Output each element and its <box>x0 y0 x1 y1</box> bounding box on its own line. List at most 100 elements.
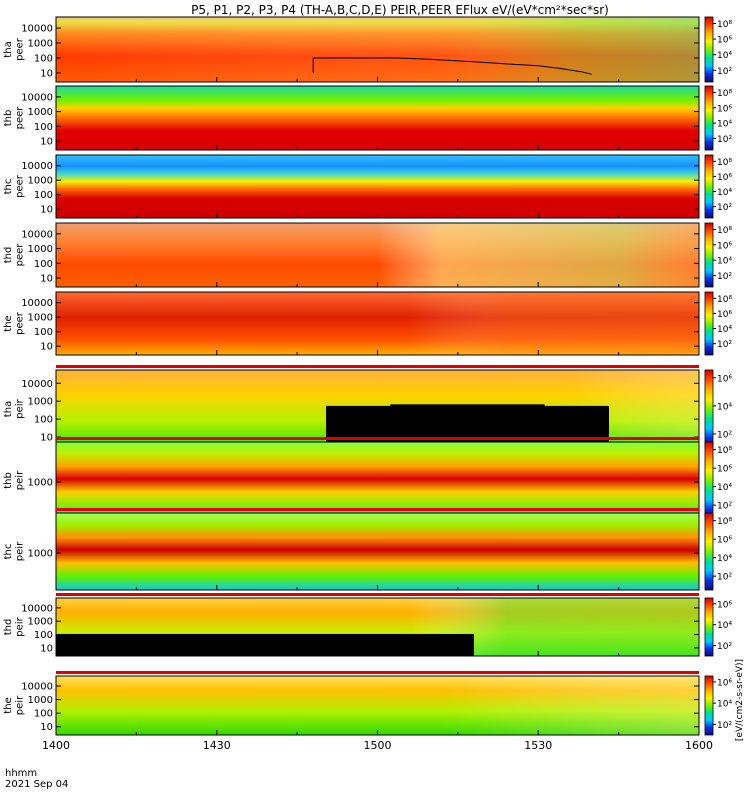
panel-ylabel: thcpeer <box>3 174 26 198</box>
panel-tha-peir: thapeir 10 100 1000 10000 10² 10⁴ 10⁶ <box>3 365 732 449</box>
ytick-label: 100 <box>34 122 53 133</box>
colorbar-tick-label: 10² <box>717 340 732 350</box>
colorbar <box>704 369 714 449</box>
ytick-label: 1000 <box>28 549 53 560</box>
colorbar-tick-label: 10² <box>717 203 732 213</box>
ylabel-line: peir <box>15 616 26 636</box>
ytick-label: 1000 <box>28 397 53 408</box>
ytick-label: 10000 <box>21 298 53 309</box>
colorbar-tick-label: 10⁸ <box>717 158 732 168</box>
panel-thb-peer: thbpeer 10 100 1000 10000 10² 10⁴ 10⁶ 10⁸ <box>3 85 732 151</box>
ylabel-line: peer <box>15 37 26 61</box>
xtick-label: 1530 <box>524 739 552 752</box>
spectrogram-image <box>56 86 699 150</box>
ytick-label: 100 <box>34 53 53 64</box>
spectrogram-image <box>56 513 699 590</box>
ylabel-line: peir <box>15 541 26 561</box>
colorbar-tick-label: 10⁶ <box>717 241 732 251</box>
ytick-label: 10000 <box>21 682 53 693</box>
spectrogram-overlay <box>56 292 699 355</box>
ylabel-line: peir <box>15 470 26 490</box>
panel-thc-peer: thcpeer 10 100 1000 10000 10² 10⁴ 10⁶ 10⁸ <box>3 154 732 219</box>
ytick-label: 10 <box>40 643 53 654</box>
ytick-label: 10 <box>40 68 53 79</box>
xtick-label: 1400 <box>42 739 70 752</box>
ytick-label: 100 <box>34 327 53 338</box>
ytick-label: 10 <box>40 137 53 148</box>
xtick-label: 1500 <box>364 739 392 752</box>
colorbar-tick-label: 10⁴ <box>717 257 732 267</box>
ytick-label: 10 <box>40 722 53 733</box>
ytick-label: 1000 <box>28 478 53 489</box>
ytick-label: 1000 <box>28 617 53 628</box>
panel-ylabel: thbpeer <box>3 106 26 130</box>
colorbar <box>704 85 714 151</box>
spectrogram-overlay <box>56 17 699 82</box>
ylabel-line: thb <box>3 110 14 127</box>
ytick-label: 1000 <box>28 695 53 706</box>
panels-group: thapeer1010010001000010²10⁴10⁶10⁸thbpeer… <box>3 16 732 736</box>
no-data-region <box>390 404 545 408</box>
panel-ylabel: thdpeir <box>3 616 26 636</box>
colorbar-tick-label: 10⁸ <box>717 517 732 527</box>
spectrogram-image <box>56 442 699 519</box>
colorbar-tick-label: 10⁶ <box>717 465 732 475</box>
ytick-label: 10 <box>40 274 53 285</box>
ytick-label: 10 <box>40 433 53 444</box>
colorbar-tick-label: 10⁴ <box>717 51 732 61</box>
colorbar-tick-label: 10⁸ <box>717 295 732 305</box>
colorbar-tick-label: 10⁶ <box>717 104 732 114</box>
xtick-label: 1600 <box>685 739 713 752</box>
ytick-label: 100 <box>34 259 53 270</box>
ylabel-line: thc <box>3 179 14 195</box>
quality-stripe <box>56 671 699 674</box>
no-data-region <box>326 405 609 448</box>
spectrogram-overlay <box>56 676 699 735</box>
figure-title: P5, P1, P2, P3, P4 (TH-A,B,C,D,E) PEIR,P… <box>191 3 609 17</box>
colorbar-tick-label: 10⁴ <box>717 621 732 631</box>
ylabel-line: tha <box>3 401 14 417</box>
ylabel-line: the <box>3 315 14 331</box>
ytick-label: 100 <box>34 415 53 426</box>
ylabel-line: peer <box>15 106 26 130</box>
colorbar-tick-label: 10⁴ <box>717 483 732 493</box>
footer-date: 2021 Sep 04 <box>5 779 68 790</box>
colorbar-tick-label: 10⁴ <box>717 120 732 130</box>
panel-the-peir: thepeir 10 100 1000 10000 10² 10⁴ 10⁶ <box>3 671 732 736</box>
colorbar-tick-label: 10² <box>717 67 732 77</box>
colorbar-tick-label: 10⁴ <box>717 554 732 564</box>
ylabel-line: the <box>3 697 14 713</box>
ytick-label: 1000 <box>28 313 53 324</box>
colorbar-tick-label: 10² <box>717 721 732 731</box>
ylabel-line: thd <box>3 247 14 264</box>
colorbar-tick-label: 10⁴ <box>717 402 732 412</box>
colorbar-tick-label: 10⁴ <box>717 325 732 335</box>
ylabel-line: peer <box>15 243 26 267</box>
colorbar <box>704 441 714 520</box>
ytick-label: 10000 <box>21 161 53 172</box>
ytick-label: 1000 <box>28 244 53 255</box>
colorbar-tick-label: 10⁴ <box>717 700 732 710</box>
panel-ylabel: thapeer <box>3 37 26 61</box>
ylabel-line: peer <box>15 174 26 198</box>
ytick-label: 10000 <box>21 229 53 240</box>
ytick-label: 1000 <box>28 176 53 187</box>
colorbar-tick-label: 10² <box>717 502 732 512</box>
ytick-label: 1000 <box>28 39 53 50</box>
ylabel-line: thc <box>3 544 14 560</box>
panel-tha-peer: thapeer 10 100 1000 10000 10² 10⁴ 10⁶ 10⁸ <box>3 16 732 83</box>
ytick-label: 100 <box>34 630 53 641</box>
quality-stripe <box>56 365 699 368</box>
panel-ylabel: thcpeir <box>3 541 26 561</box>
ytick-label: 10000 <box>21 603 53 614</box>
colorbar <box>704 597 714 657</box>
colorbar-tick-label: 10⁶ <box>717 173 732 183</box>
colorbar-tick-label: 10² <box>717 430 732 440</box>
panel-ylabel: thepeir <box>3 695 26 715</box>
footer-hhmm: hhmm <box>5 768 37 779</box>
ytick-label: 100 <box>34 709 53 720</box>
colorbar-tick-label: 10⁸ <box>717 446 732 456</box>
colorbar-tick-label: 10² <box>717 135 732 145</box>
panel-thc-peir: thcpeir 1000 10² 10⁴ 10⁶ 10⁸ <box>3 508 732 591</box>
